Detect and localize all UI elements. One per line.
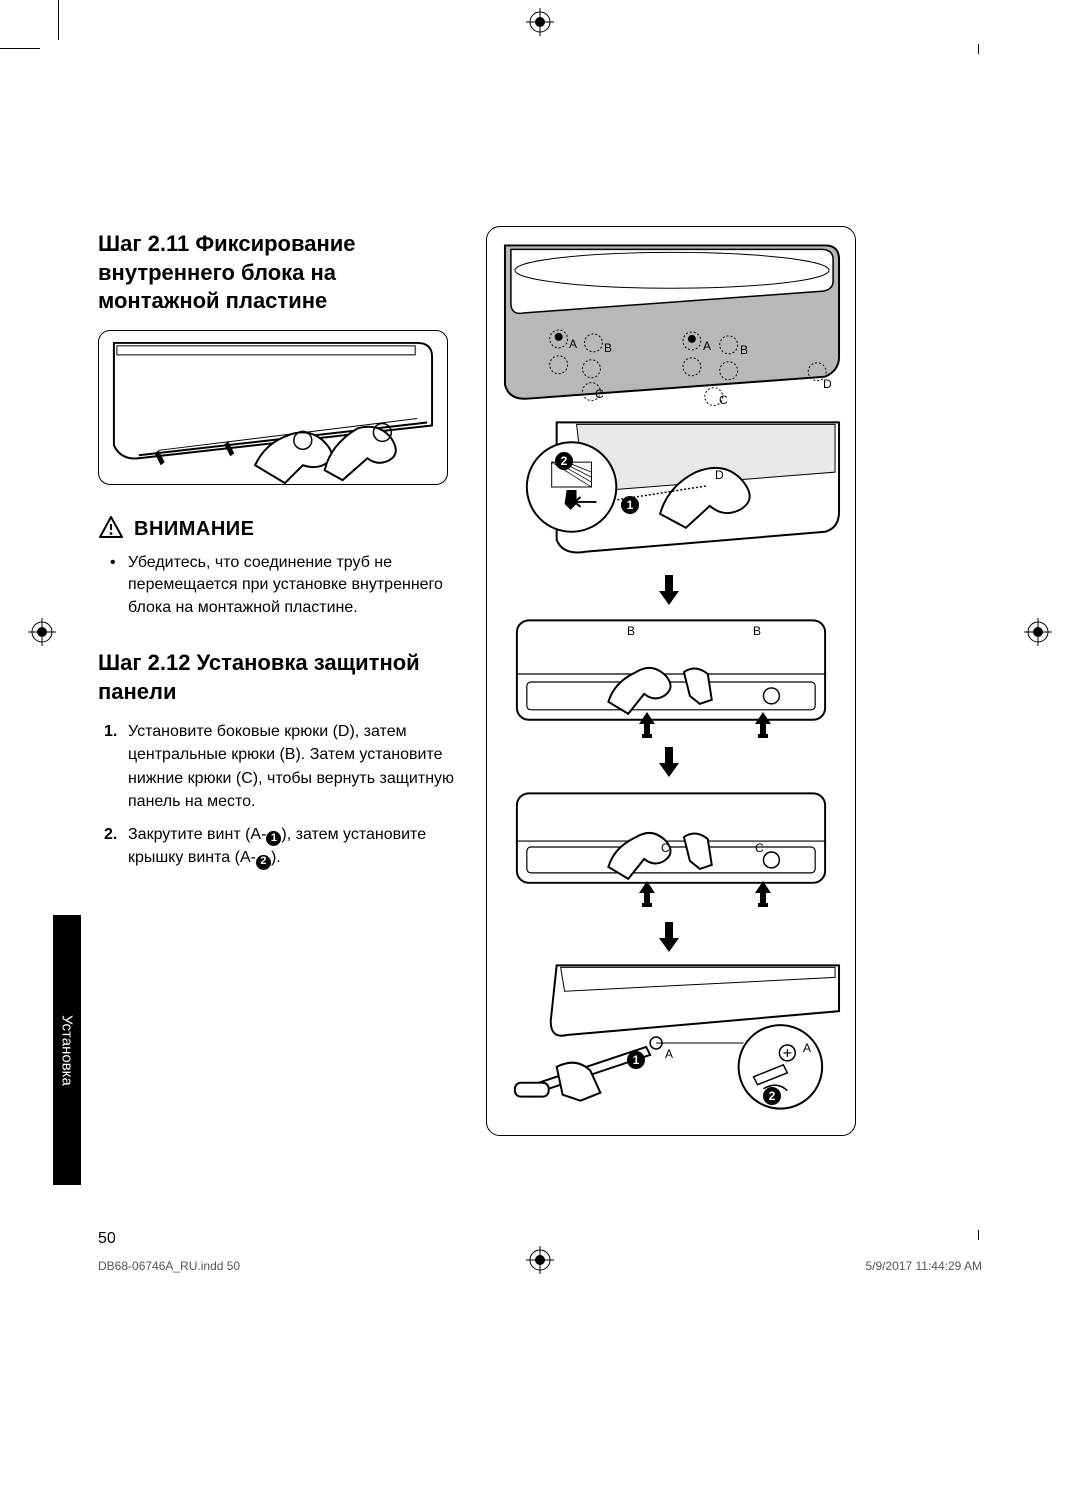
circled-1: 1 [621,496,639,514]
label-C: C [661,841,670,855]
step-212-item-1: Установите боковые крюки (D), затем цент… [128,720,458,813]
footer-date: 5/9/2017 11:44:29 AM [865,1259,982,1273]
warning-text: Убедитесь, что соединение труб не переме… [128,552,458,619]
circled-2-icon: 2 [256,855,271,870]
arrow-down-icon [659,575,679,605]
side-tab-label: Установка [59,1015,76,1086]
label-A: A [569,337,577,351]
reg-mark-right [1024,618,1052,646]
label-A: A [703,339,711,353]
side-tab: Установка [53,915,81,1185]
label-D: D [715,468,724,482]
arrow-up-icon [639,712,655,740]
figure-212: A B A B C C D [486,226,856,1136]
circled-2: 2 [763,1087,781,1105]
arrow-up-icon [755,881,771,909]
label-B: B [627,624,635,638]
warning-label: ВНИМАНИЕ [134,518,255,541]
label-C: C [595,387,604,401]
circled-1: 1 [627,1051,645,1069]
reg-mark-bottom [526,1246,554,1274]
page-number: 50 [98,1230,116,1248]
label-A: A [803,1041,811,1055]
label-B: B [753,624,761,638]
arrow-down-icon [659,747,679,777]
warning-icon [98,515,124,544]
arrow-down-icon [659,922,679,952]
label-A: A [665,1047,673,1061]
arrow-up-icon [755,712,771,740]
step-212-item-2: Закрутите винт (A-1), затем установите к… [128,823,458,870]
footer-file: DB68-06746A_RU.indd 50 [98,1259,240,1273]
label-C: C [719,393,728,407]
reg-mark-top [526,8,554,36]
circled-1-icon: 1 [266,831,281,846]
step-211-title: Шаг 2.11 Фиксирование внутреннего блока … [98,230,458,316]
figure-211 [98,330,448,485]
label-D: D [823,377,832,391]
label-C: C [755,841,764,855]
step-212-title: Шаг 2.12 Установка защитной панели [98,649,458,706]
circled-2: 2 [555,452,573,470]
label-B: B [604,341,612,355]
arrow-up-icon [639,881,655,909]
reg-mark-left [28,618,56,646]
label-B: B [740,343,748,357]
